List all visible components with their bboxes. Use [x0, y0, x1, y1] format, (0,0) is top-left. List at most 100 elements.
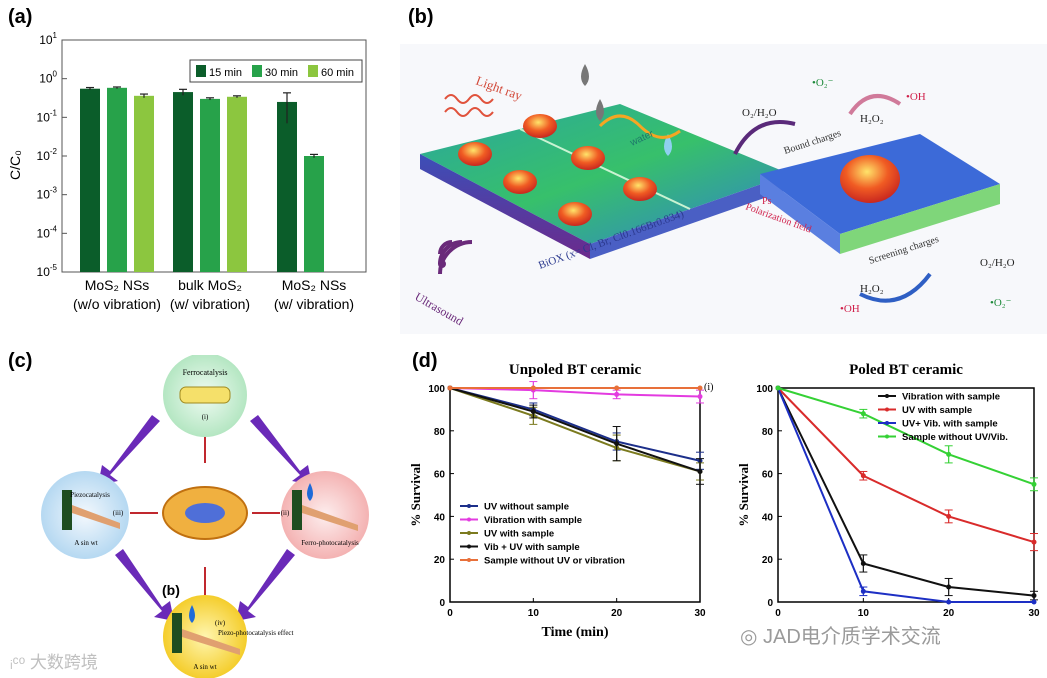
- legend-label: 60 min: [321, 67, 354, 79]
- legend-swatch: [252, 65, 262, 77]
- data-point: [946, 599, 952, 605]
- y-tick-label: 0: [439, 598, 445, 609]
- asin-label-bottom: A sin wt: [193, 663, 216, 671]
- bar: [80, 88, 100, 272]
- bar: [200, 98, 220, 272]
- x-tick-label: 0: [447, 608, 453, 619]
- legend-marker: [467, 504, 471, 508]
- cycle-arrows: [98, 415, 312, 621]
- data-point: [697, 385, 703, 391]
- o2minus-label-bottom: •O₂⁻: [990, 297, 1012, 309]
- x-axis-label: Time (min): [541, 625, 608, 640]
- plot-frame: [777, 387, 1035, 603]
- o2h2o-label-top: O₂/H₂O: [742, 107, 777, 119]
- plot-frame: [449, 387, 701, 603]
- x-tick-label: 10: [528, 608, 540, 619]
- bar: [304, 156, 324, 272]
- series-line: [449, 387, 701, 398]
- piezophoto-circle: [163, 595, 247, 678]
- piezophoto-label: Piezo-photocatalysis effect: [218, 629, 294, 637]
- y-tick-label: 60: [762, 470, 774, 481]
- bar-chart-a: C/C₀ 101 100 10-1 10-2 10-3 10-4 10-5 15 min 30…: [7, 31, 367, 312]
- x-tick-label: 20: [943, 608, 955, 619]
- legend-label: 30 min: [265, 67, 298, 79]
- legend-label: UV with sample: [484, 529, 554, 540]
- ultrasound-icon: [438, 240, 473, 275]
- light-wave-icon: [444, 94, 494, 104]
- dome: [458, 142, 492, 166]
- series-line: [449, 387, 701, 462]
- o2h2o-label-bottom: O₂/H₂O: [980, 257, 1015, 269]
- light-wave-icon: [444, 107, 494, 117]
- legend-a: 15 min 30 min 60 min: [189, 59, 363, 83]
- chart-title: Unpoled BT ceramic: [509, 362, 642, 378]
- y-tick-label-a: 10-5: [37, 263, 58, 279]
- ps-label: Ps: [762, 196, 772, 207]
- plate-divider: [519, 128, 691, 210]
- legend-label: UV without sample: [484, 502, 569, 513]
- y-tick-label: 80: [762, 427, 774, 438]
- bar: [107, 87, 127, 272]
- panel-a-chart: C/C₀ 101 100 10-1 10-2 10-3 10-4 10-5 15 min 30…: [0, 30, 400, 332]
- oh-label-top: •OH: [906, 91, 926, 103]
- cube-front: [840, 184, 1000, 254]
- domes: [458, 114, 657, 226]
- ultrasound-label: Ultrasound: [413, 289, 466, 328]
- arrow-to-piezophoto-left: [115, 549, 174, 621]
- series-line: [777, 387, 1035, 544]
- category-label: MoS₂ NSs: [85, 277, 150, 293]
- piezophoto-plate-icon: [172, 613, 182, 653]
- category-sublabel: (w/ vibration): [170, 296, 250, 312]
- bound-charges-label: Bound charges: [783, 128, 843, 157]
- panel-label-c: (c): [8, 350, 33, 372]
- legend-marker: [885, 394, 889, 398]
- y-axis-label: % Survival: [736, 463, 751, 527]
- y-axis-label: % Survival: [408, 463, 423, 527]
- panel-label-b: (b): [408, 6, 434, 28]
- ultrasound-source-icon: [438, 260, 446, 268]
- legend-marker: [885, 421, 889, 425]
- legend-marker: [467, 544, 471, 549]
- piezo-bioX-schematic: Light ray Ultrasound BiOX (x= Cl, Br, Cl…: [413, 64, 1015, 328]
- y-tick-label: 0: [767, 598, 773, 609]
- y-tick-label: 100: [428, 384, 445, 395]
- data-point: [1031, 599, 1037, 605]
- chart-title: Poled BT ceramic: [849, 362, 963, 378]
- label-iii: (iii): [113, 509, 124, 517]
- y-tick-label-a: 10-3: [37, 186, 58, 202]
- bound-arrow-icon: [733, 120, 796, 155]
- wechat-icon: ◎: [740, 626, 764, 648]
- dome: [523, 114, 557, 138]
- legend-swatch: [308, 65, 318, 77]
- category-sublabel: (w/ vibration): [274, 296, 354, 312]
- legend-swatch: [196, 65, 206, 77]
- dome: [571, 146, 605, 170]
- legend-marker: [467, 531, 471, 535]
- catalysis-cycle-diagram: Ferrocatalysis (i) Piezocatalysis (iii) …: [41, 355, 369, 678]
- series-line: [449, 387, 701, 473]
- legend-label: UV with sample: [902, 405, 972, 416]
- bar: [134, 95, 154, 272]
- y-tick-label: 20: [762, 555, 774, 566]
- x-tick-label: 20: [611, 608, 623, 619]
- data-point: [614, 385, 620, 391]
- legend-marker: [885, 407, 889, 412]
- series-line: [777, 387, 1035, 597]
- data-point: [447, 385, 453, 391]
- bar: [227, 96, 247, 273]
- panel-b-illustration: Light ray Ultrasound BiOX (x= Cl, Br, Cl…: [400, 44, 1047, 334]
- y-tick-label: 60: [434, 470, 446, 481]
- watermark-right-text: JAD电介质学术交流: [763, 626, 941, 648]
- label-i: (i): [202, 413, 209, 421]
- plate-side-right: [590, 174, 790, 259]
- ferrophoto-beam-icon: [302, 505, 358, 531]
- piezo-beam-icon: [72, 505, 120, 529]
- water-droplet-icon: [664, 134, 672, 156]
- light-path-arrow: [598, 114, 681, 139]
- legend-label: Vibration with sample: [902, 392, 1000, 403]
- droplet-icon: [581, 64, 589, 86]
- asin-label-left: A sin wt: [74, 539, 97, 547]
- data-point: [530, 385, 536, 391]
- panel-d-charts: Unpoled BT ceramic 0 20 40 60 80 100 0 10 20 30% S…: [400, 355, 1047, 678]
- plate-side-left: [420, 154, 590, 259]
